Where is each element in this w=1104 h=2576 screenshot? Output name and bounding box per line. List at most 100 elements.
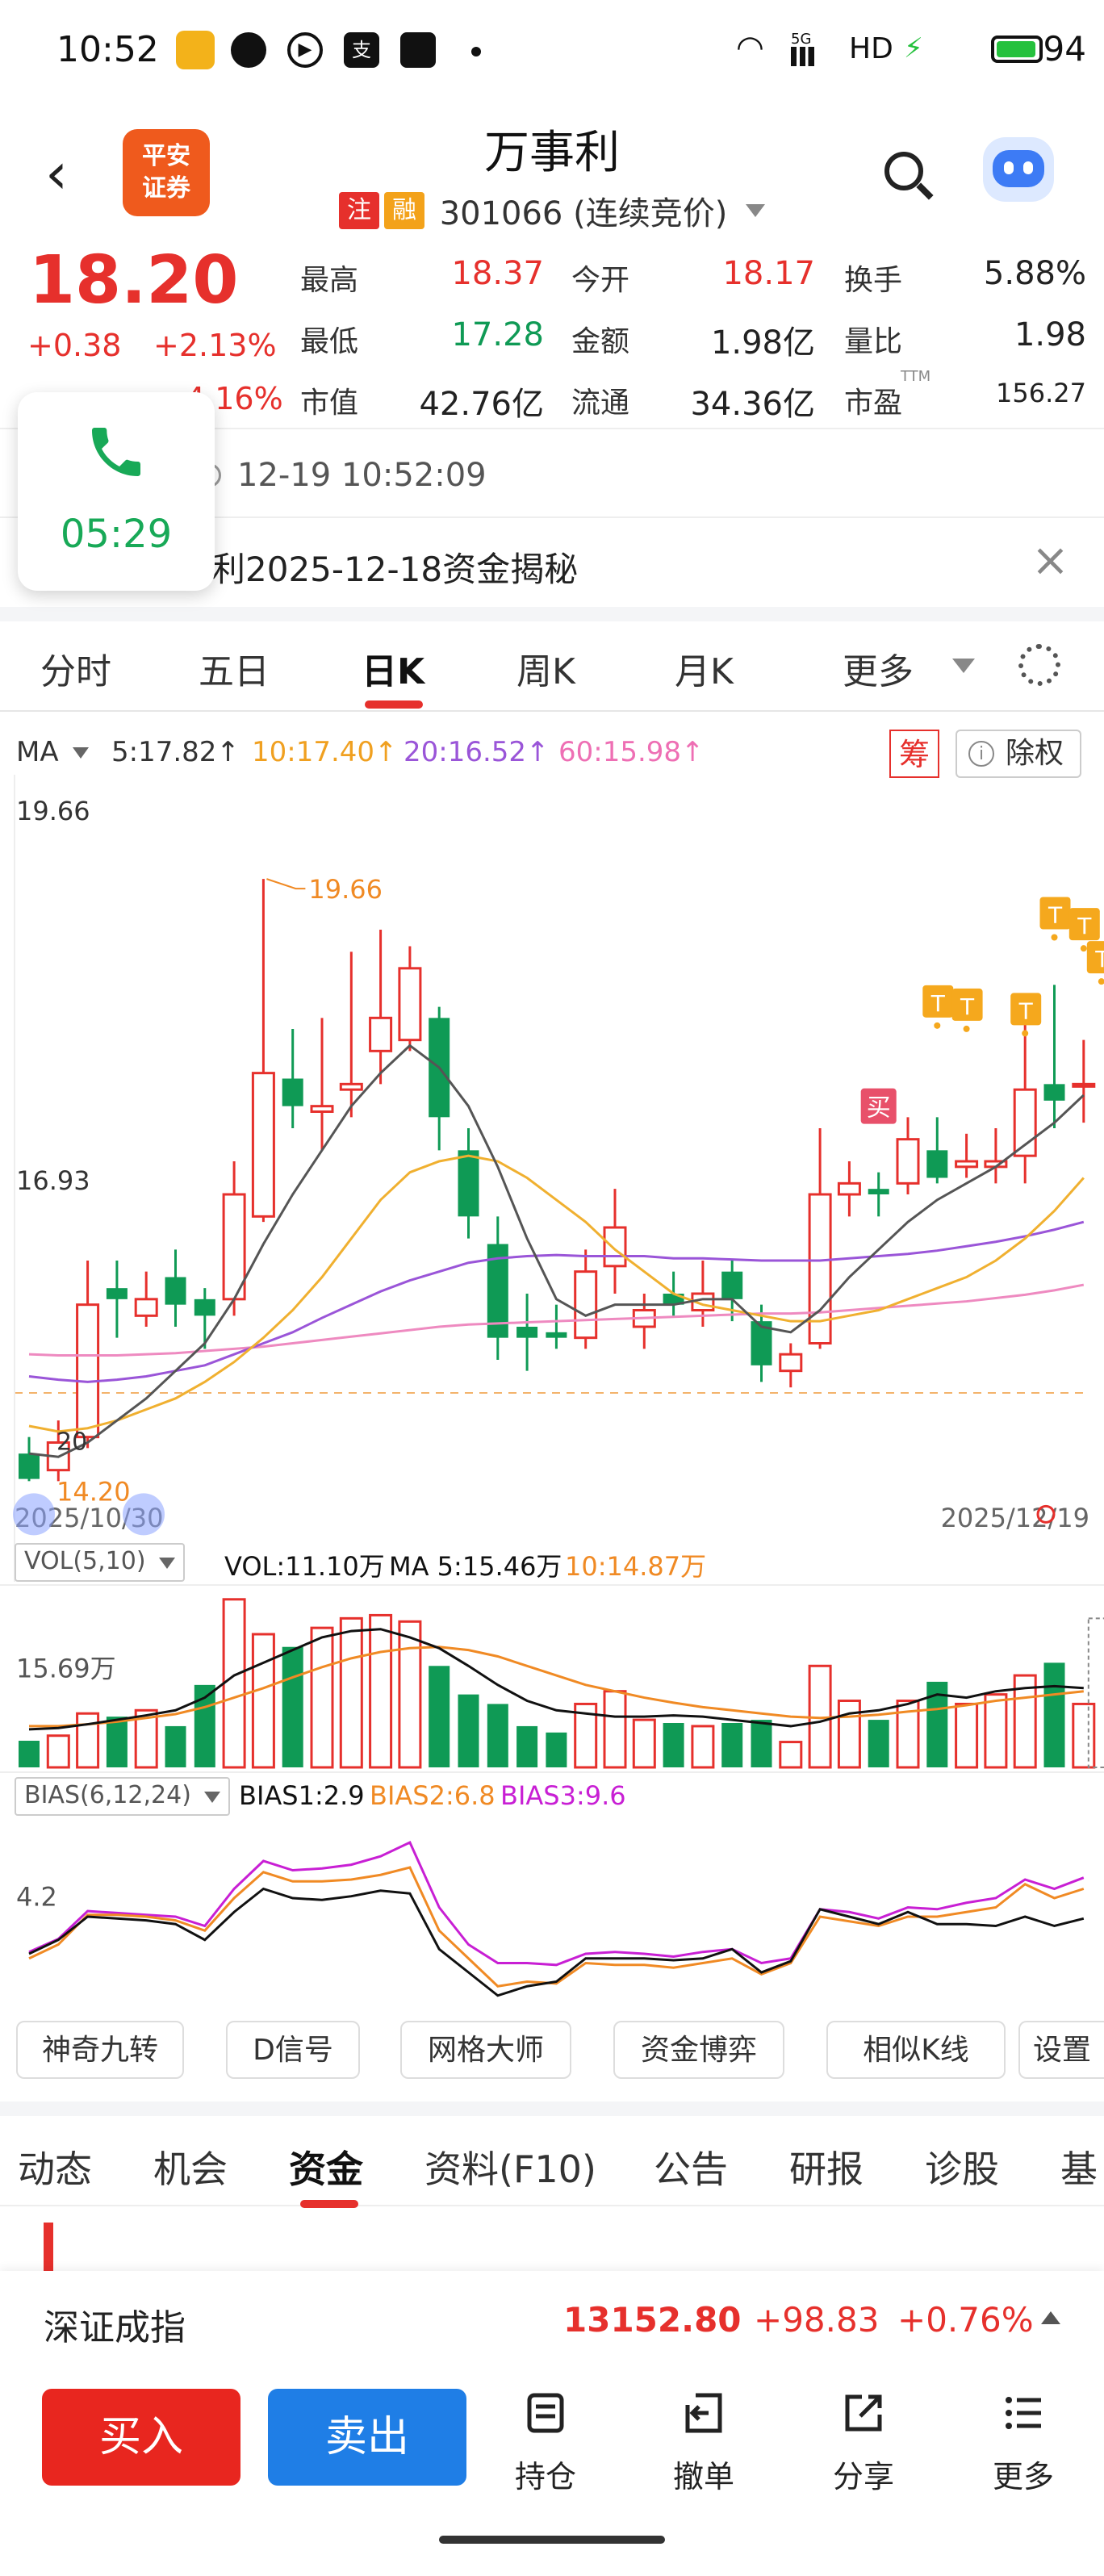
candle	[926, 1150, 948, 1178]
price-change: +0.38	[27, 328, 122, 363]
tab-minute[interactable]: 分时	[40, 651, 111, 692]
notice-banner[interactable]: 利2025-12-18资金揭秘 ×	[0, 518, 1104, 607]
tool-settings[interactable]: 设置	[1018, 2021, 1104, 2079]
sell-button[interactable]: 卖出	[268, 2389, 466, 2486]
bias2-value: BIAS2:6.8	[370, 1780, 496, 1811]
tool-fund-game[interactable]: 资金博弈	[613, 2021, 784, 2079]
price-change-pct: +2.13%	[153, 328, 277, 363]
volume-bar	[1072, 1702, 1096, 1769]
call-overlay[interactable]: 05:29	[18, 392, 215, 591]
broker-logo-line1: 平安	[142, 142, 190, 170]
tab-five-day[interactable]: 五日	[199, 651, 270, 692]
candle	[106, 1288, 128, 1299]
tab-news[interactable]: 动态	[18, 2147, 92, 2191]
bias1-line	[28, 1887, 1085, 1997]
tool-grid-master[interactable]: 网格大师	[400, 2021, 571, 2079]
cancel-order-button[interactable]: 撤单	[655, 2389, 752, 2496]
quote-value: 34.36亿	[690, 386, 815, 423]
section-gap	[0, 607, 1104, 621]
bias1-value: BIAS1:2.9	[239, 1780, 365, 1811]
t-marker	[951, 988, 983, 1021]
volume-bar	[251, 1633, 275, 1769]
volume-indicator-selector[interactable]: VOL(5,10)	[15, 1543, 185, 1582]
volume-bar	[779, 1741, 803, 1769]
share-label: 分享	[832, 2459, 894, 2494]
stock-header: ‹ 平安 证券 万事利 注融 301066 (连续竞价)	[0, 105, 1104, 242]
home-indicator[interactable]	[439, 2536, 665, 2544]
buy-button[interactable]: 买入	[42, 2389, 240, 2486]
index-ticker[interactable]: 深证成指 13152.80 +98.83 +0.76%	[0, 2271, 1104, 2366]
volume-bar	[1013, 1674, 1037, 1769]
tab-more[interactable]: 更多	[843, 651, 914, 692]
tab-funds[interactable]: 资金	[289, 2147, 363, 2191]
volume-bar	[868, 1720, 889, 1767]
t-marker-label: T	[1077, 913, 1092, 939]
tab-opportunity[interactable]: 机会	[153, 2147, 228, 2191]
settings-gear-icon[interactable]	[1018, 644, 1060, 686]
volume-ma5-line	[28, 1628, 1084, 1731]
quote-sup: TTM	[901, 368, 931, 385]
cancel-order-label: 撤单	[672, 2459, 734, 2494]
close-icon[interactable]: ×	[1031, 534, 1069, 587]
stock-code-row[interactable]: 注融 301066 (连续竞价)	[0, 187, 1104, 234]
tab-weekly-k[interactable]: 周K	[516, 651, 575, 692]
bias-indicator-selector[interactable]: BIAS(6,12,24)	[15, 1777, 230, 1816]
ma5-line	[28, 1043, 1085, 1458]
chip-distribution-button[interactable]: 筹	[889, 730, 939, 778]
chat-bubble-icon	[231, 32, 266, 68]
ma60-line	[28, 1283, 1085, 1357]
ex-rights-button[interactable]: i 除权	[956, 730, 1081, 778]
volume-bar	[46, 1734, 70, 1769]
expand-up-icon[interactable]	[1041, 2311, 1060, 2324]
margin-tag-rong: 融	[383, 192, 424, 229]
margin-tag-zhu: 注	[338, 192, 379, 229]
tool-d-signal[interactable]: D信号	[226, 2021, 360, 2079]
section-tabs: 动态 机会 资金 资料(F10) 公告 研报 诊股 基	[0, 2116, 1104, 2208]
tab-daily-k[interactable]: 日K	[362, 651, 425, 692]
candle	[398, 967, 422, 1042]
tab-f10[interactable]: 资料(F10)	[424, 2147, 596, 2191]
volume-bar	[487, 1704, 508, 1767]
broker-logo-line2: 证券	[142, 174, 190, 203]
candle	[194, 1298, 215, 1316]
period-tabs: 分时 五日 日K 周K 月K 更多	[0, 621, 1104, 712]
tab-diagnosis[interactable]: 诊股	[925, 2147, 999, 2191]
bias3-line	[28, 1840, 1085, 1967]
tab-fund-more[interactable]: 基	[1060, 2147, 1098, 2191]
volume-bar	[691, 1725, 715, 1769]
y-label-mid: 16.93	[16, 1165, 90, 1196]
buy-marker-label: 买	[867, 1094, 891, 1123]
tab-monthly-k[interactable]: 月K	[675, 651, 734, 692]
t-marker-label: T	[1048, 902, 1063, 929]
search-icon[interactable]	[884, 152, 923, 190]
t-marker-label: T	[1094, 946, 1104, 972]
tool-buttons: 神奇九转 D信号 网格大师 资金博弈 相似K线 设置	[0, 2021, 1104, 2085]
tab-research[interactable]: 研报	[789, 2147, 864, 2191]
buy-marker	[860, 1088, 897, 1124]
quote-label: 最低	[300, 325, 359, 358]
positions-button[interactable]: 持仓	[497, 2389, 594, 2496]
more-button[interactable]: 更多	[975, 2389, 1072, 2496]
volume-indicator-label: VOL(5,10)	[24, 1547, 146, 1575]
assistant-robot-icon[interactable]	[983, 137, 1054, 202]
tool-magic-nine[interactable]: 神奇九转	[16, 2021, 184, 2079]
tab-announcements[interactable]: 公告	[654, 2147, 728, 2191]
ma-selector[interactable]: MA	[16, 736, 59, 768]
network-label: HD	[849, 32, 893, 65]
quote-value: 18.37	[451, 255, 544, 292]
bias3-value: BIAS3:9.6	[500, 1780, 626, 1811]
phone-icon	[92, 428, 140, 476]
mic-icon	[176, 31, 215, 69]
t-marker	[1068, 908, 1100, 941]
tool-similar-kline[interactable]: 相似K线	[826, 2021, 1006, 2079]
candle	[222, 1193, 246, 1301]
share-button[interactable]: 分享	[815, 2389, 912, 2496]
back-button[interactable]: ‹	[45, 140, 68, 207]
quote-value: 42.76亿	[419, 386, 544, 423]
current-price: 18.20	[29, 242, 239, 319]
candle	[837, 1181, 861, 1196]
candle	[721, 1271, 743, 1299]
quote-value: 1.98	[1014, 316, 1086, 353]
ma10-line	[28, 1154, 1085, 1433]
